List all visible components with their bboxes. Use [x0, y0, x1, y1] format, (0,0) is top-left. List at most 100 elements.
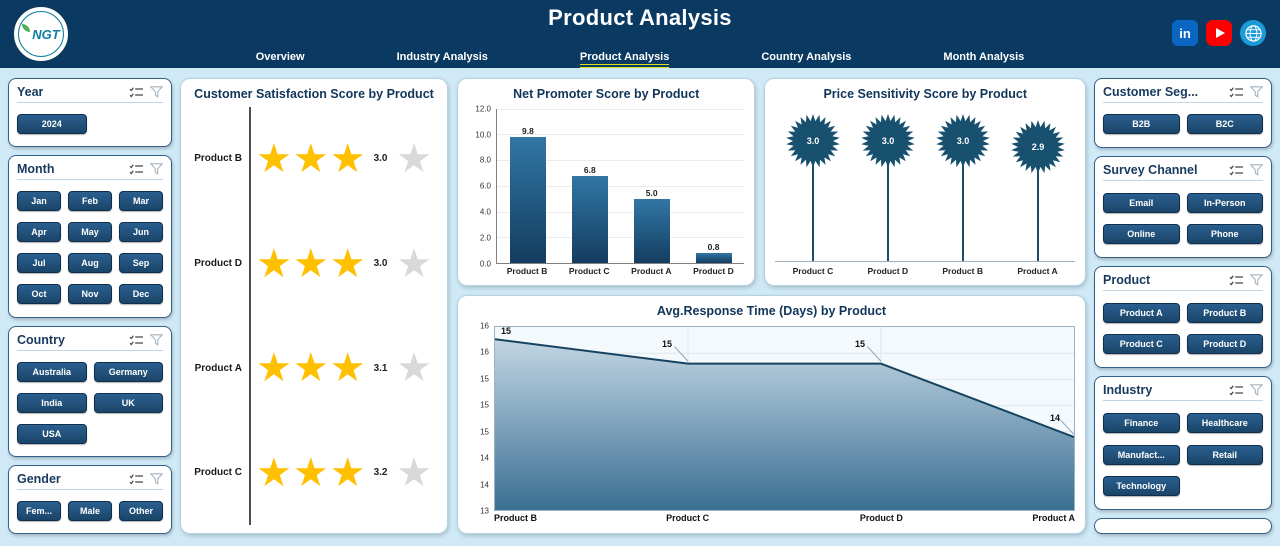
- filter-options: Australia Germany India UK USA: [17, 358, 163, 449]
- bar-product-d[interactable]: [695, 252, 732, 263]
- filter-icon[interactable]: [1250, 86, 1263, 98]
- gridline: [497, 237, 745, 239]
- filter-option-aug[interactable]: Aug: [68, 253, 112, 274]
- filter-icon[interactable]: [150, 473, 163, 486]
- filter-option-technology[interactable]: Technology: [1103, 475, 1180, 496]
- filter-option-2024[interactable]: 2024: [17, 113, 87, 134]
- bar-product-a[interactable]: [633, 198, 670, 263]
- filter-option-uk[interactable]: UK: [93, 393, 163, 414]
- filter-title-country: Country: [17, 332, 65, 347]
- tab-overview[interactable]: Overview: [255, 51, 305, 63]
- leaf-icon: [22, 24, 31, 32]
- bar-product-b[interactable]: [509, 136, 546, 263]
- filter-option-may[interactable]: May: [68, 222, 112, 243]
- filter-option-dec[interactable]: Dec: [119, 283, 163, 304]
- x-axis-label: Product D: [859, 513, 903, 523]
- y-tick: 2.0: [479, 233, 491, 243]
- tab-product-analysis[interactable]: Product Analysis: [579, 51, 670, 68]
- select-all-icon[interactable]: [1229, 274, 1244, 286]
- filter-option-product-a[interactable]: Product A: [1103, 302, 1180, 323]
- filter-option-jul[interactable]: Jul: [17, 253, 61, 274]
- starburst-marker[interactable]: 3.0: [935, 113, 991, 174]
- globe-icon[interactable]: [1240, 20, 1266, 46]
- filter-option-india[interactable]: India: [17, 393, 87, 414]
- filter-option-product-d[interactable]: Product D: [1186, 333, 1263, 354]
- starburst-marker[interactable]: 3.0: [785, 113, 841, 174]
- filter-option-jun[interactable]: Jun: [119, 222, 163, 243]
- filter-option-usa[interactable]: USA: [17, 423, 87, 444]
- tab-month-analysis[interactable]: Month Analysis: [943, 51, 1025, 63]
- star-rating[interactable]: ★★★ 3.2 ★: [249, 420, 437, 525]
- x-axis-label: Product A: [1032, 513, 1075, 523]
- filter-header-icons: [1229, 86, 1263, 98]
- lollipop-stem: [961, 158, 964, 261]
- select-all-icon[interactable]: [129, 163, 144, 175]
- filter-option-jan[interactable]: Jan: [17, 191, 61, 212]
- filter-option-apr[interactable]: Apr: [17, 222, 61, 243]
- filter-option-oct[interactable]: Oct: [17, 283, 61, 304]
- svg-text:3.0: 3.0: [882, 136, 895, 146]
- x-axis-label: Product D: [693, 266, 734, 276]
- starburst-marker[interactable]: 3.0: [860, 113, 916, 174]
- filter-option-retail[interactable]: Retail: [1186, 444, 1263, 465]
- star-rating[interactable]: ★★★ 3.1 ★: [249, 315, 437, 421]
- starburst-marker[interactable]: 2.9: [1010, 119, 1066, 180]
- filter-header-icons: [129, 86, 163, 98]
- logo: NGT: [12, 5, 70, 63]
- star-rating[interactable]: ★★★ 3.0 ★: [249, 106, 437, 212]
- top-charts-row: Net Promoter Score by Product 12.0 10.0 8.…: [457, 78, 1086, 286]
- lollipop-stem: [811, 158, 814, 261]
- x-axis-label: Product C: [666, 513, 710, 523]
- filter-option-phone[interactable]: Phone: [1186, 223, 1263, 244]
- bar-group-product-c: 6.8: [559, 109, 621, 263]
- filter-option-germany[interactable]: Germany: [93, 362, 163, 383]
- filter-option-nov[interactable]: Nov: [68, 283, 112, 304]
- filter-option-b2c[interactable]: B2C: [1186, 114, 1263, 135]
- filter-option-product-b[interactable]: Product B: [1186, 302, 1263, 323]
- plot-area: 15 15 15 14: [494, 325, 1075, 511]
- svg-text:3.0: 3.0: [807, 136, 820, 146]
- filter-option-product-c[interactable]: Product C: [1103, 333, 1180, 354]
- select-all-icon[interactable]: [1229, 384, 1244, 396]
- filter-option-in-person[interactable]: In-Person: [1186, 192, 1263, 213]
- star-rating[interactable]: ★★★ 3.0 ★: [249, 211, 437, 316]
- select-all-icon[interactable]: [129, 86, 144, 98]
- filter-icon[interactable]: [1250, 274, 1263, 286]
- filter-option-online[interactable]: Online: [1103, 223, 1180, 244]
- data-label: 15: [854, 339, 865, 350]
- x-axis: Product B Product C Product D Product A: [494, 511, 1075, 525]
- filter-option-other[interactable]: Other: [119, 501, 163, 522]
- select-all-icon[interactable]: [1229, 164, 1244, 176]
- filter-option-mar[interactable]: Mar: [119, 191, 163, 212]
- filter-option-finance[interactable]: Finance: [1103, 413, 1180, 434]
- filter-icon[interactable]: [150, 162, 163, 175]
- x-axis-label: Product C: [568, 266, 610, 276]
- filter-icon[interactable]: [150, 333, 163, 346]
- bar-value-label: 0.8: [707, 241, 720, 252]
- filter-icon[interactable]: [150, 86, 163, 98]
- filter-option-manufact[interactable]: Manufact...: [1103, 444, 1180, 465]
- filter-option-male[interactable]: Male: [68, 501, 112, 522]
- y-tick: 14: [480, 480, 489, 490]
- bar-product-c[interactable]: [571, 175, 608, 263]
- filter-option-feb[interactable]: Feb: [68, 191, 112, 212]
- filter-option-healthcare[interactable]: Healthcare: [1186, 413, 1263, 434]
- select-all-icon[interactable]: [129, 334, 144, 346]
- lollipop-product-d: 3.0: [850, 109, 925, 261]
- filter-options: 2024: [17, 110, 163, 138]
- youtube-icon[interactable]: [1206, 20, 1232, 46]
- y-axis: 16 16 15 15 15 14 14 13: [468, 321, 494, 515]
- filter-options: B2B B2C: [1103, 110, 1263, 139]
- filter-icon[interactable]: [1250, 384, 1263, 396]
- filter-option-b2b[interactable]: B2B: [1103, 114, 1180, 135]
- tab-industry-analysis[interactable]: Industry Analysis: [396, 51, 488, 63]
- filter-option-australia[interactable]: Australia: [17, 362, 87, 383]
- tab-country-analysis[interactable]: Country Analysis: [761, 51, 852, 63]
- linkedin-icon[interactable]: in: [1172, 20, 1198, 46]
- filter-icon[interactable]: [1250, 164, 1263, 176]
- filter-option-sep[interactable]: Sep: [119, 253, 163, 274]
- select-all-icon[interactable]: [1229, 86, 1244, 98]
- select-all-icon[interactable]: [129, 473, 144, 485]
- filter-option-email[interactable]: Email: [1103, 192, 1180, 213]
- filter-option-fem[interactable]: Fem...: [17, 501, 61, 522]
